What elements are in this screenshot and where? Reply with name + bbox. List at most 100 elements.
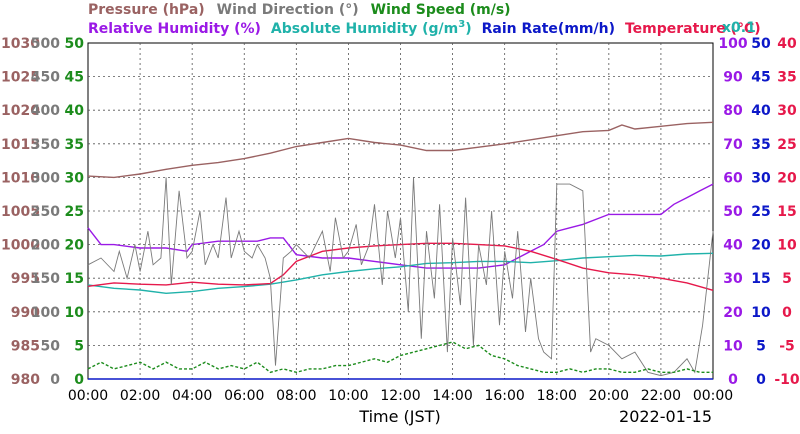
y-tick-label: 100 — [718, 36, 747, 52]
y-tick-label: 985 — [11, 338, 40, 354]
y-tick-label: 0 — [782, 305, 792, 321]
x-tick-label: 14:00 — [432, 388, 472, 404]
y-tick-label: 50 — [41, 338, 61, 354]
series-line — [87, 341, 713, 374]
x-tick-label: 00:00 — [693, 388, 733, 404]
y-tick-label: 30 — [723, 271, 743, 287]
y-tick-label: 50 — [751, 36, 771, 52]
y-tick-label: 0 — [756, 372, 766, 388]
y-tick-label: 990 — [11, 305, 40, 321]
y-tick-label: 450 — [31, 70, 60, 86]
plot-area — [87, 42, 714, 380]
y-tick-label: 40 — [751, 103, 771, 119]
y-tick-label: 1000 — [1, 238, 40, 254]
legend: Pressure (hPa) Wind Direction (°) Wind Spe… — [88, 2, 761, 37]
legend-item: Pressure (hPa) — [88, 2, 205, 18]
chart-date: 2022-01-15 — [619, 407, 712, 426]
x-tick-label: 18:00 — [537, 388, 577, 404]
y-tick-label: 40 — [65, 103, 85, 119]
y-tick-label: 350 — [31, 137, 60, 153]
x-tick-label: 22:00 — [641, 388, 681, 404]
y-tick-label: 20 — [65, 238, 85, 254]
x-tick-label: 00:00 — [68, 388, 108, 404]
series-lines — [87, 121, 714, 380]
y-tick-label: 80 — [723, 103, 743, 119]
series-line — [87, 183, 714, 269]
y-tick-label: 30 — [751, 170, 771, 186]
y-tick-label: 20 — [777, 170, 797, 186]
y-tick-label: 10 — [723, 338, 743, 354]
y-tick-label: 1020 — [1, 103, 40, 119]
y-tick-label: 50 — [65, 36, 85, 52]
y-tick-label: 1010 — [1, 170, 40, 186]
y-tick-label: -10 — [774, 372, 800, 388]
legend-item: Relative Humidity (%) — [88, 21, 261, 37]
y-tick-label: 25 — [751, 204, 770, 220]
x-axis-labels: 00:00 02:00 04:00 06:00 08:00 10:00 12:00 14:00… — [68, 388, 733, 404]
y-tick-label: 35 — [65, 137, 84, 153]
y-tick-label: 5 — [756, 338, 766, 354]
series-line — [87, 121, 714, 179]
legend-item: Wind Direction (°) — [217, 2, 359, 18]
x-tick-label: 16:00 — [484, 388, 524, 404]
y-tick-label: 10 — [65, 305, 85, 321]
x-tick-label: 12:00 — [380, 388, 420, 404]
y-tick-label: 5 — [782, 271, 792, 287]
y-tick-label: 1005 — [1, 204, 40, 220]
x-tick-label: 10:00 — [328, 388, 368, 404]
y-tick-label: 10 — [777, 238, 797, 254]
y-tick-label: 300 — [31, 170, 60, 186]
y-tick-label: 1030 — [1, 36, 40, 52]
series-line — [87, 242, 714, 291]
y-tick-label: 20 — [751, 238, 771, 254]
x-tick-label: 04:00 — [172, 388, 212, 404]
y-tick-label: 980 — [11, 372, 40, 388]
y-tick-label: 25 — [65, 204, 84, 220]
y-tick-label: 995 — [11, 271, 40, 287]
series-line — [87, 252, 714, 295]
legend-item: Wind Speed (m/s) — [371, 2, 511, 18]
y-tick-label: 500 — [31, 36, 60, 52]
y-tick-label: 35 — [777, 70, 796, 86]
y-tick-label: 5 — [74, 338, 84, 354]
y-tick-label: 45 — [751, 70, 770, 86]
y-tick-label: 15 — [751, 271, 770, 287]
y-tick-label: 15 — [777, 204, 796, 220]
legend-item: Rain Rate(mm/h) — [482, 21, 615, 37]
y-tick-label: 150 — [31, 271, 60, 287]
y-tick-label: -5 — [779, 338, 795, 354]
y-tick-label: 15 — [65, 271, 84, 287]
y-tick-label: 0 — [50, 372, 60, 388]
y-tick-label: 250 — [31, 204, 60, 220]
grid — [88, 43, 713, 379]
x-tick-label: 08:00 — [276, 388, 316, 404]
y-tick-label: 45 — [65, 70, 84, 86]
x-tick-label: 02:00 — [120, 388, 160, 404]
y-tick-label: 0 — [74, 372, 84, 388]
x-axis-title: Time (JST) — [358, 407, 440, 426]
y-tick-label: 70 — [723, 137, 743, 153]
y-tick-label: 35 — [751, 137, 770, 153]
y-tick-label: 0 — [728, 372, 738, 388]
y-tick-label: 50 — [723, 204, 743, 220]
y-tick-label: 30 — [65, 170, 85, 186]
y-tick-label: 40 — [777, 36, 797, 52]
legend-item: Absolute Humidity (g/m3) — [271, 19, 472, 37]
y-tick-label: 1015 — [1, 137, 40, 153]
y-tick-label: 25 — [777, 137, 796, 153]
x-tick-label: 06:00 — [224, 388, 264, 404]
y-tick-label: 200 — [31, 238, 60, 254]
y-tick-label: 100 — [31, 305, 60, 321]
x01-label: x0.1 — [722, 20, 756, 36]
y-tick-label: 90 — [723, 70, 743, 86]
y-tick-label: 20 — [723, 305, 743, 321]
y-tick-label: 60 — [723, 170, 743, 186]
y-tick-label: 40 — [723, 238, 743, 254]
x-tick-label: 20:00 — [589, 388, 629, 404]
y-tick-label: 10 — [751, 305, 771, 321]
y-tick-label: 30 — [777, 103, 797, 119]
y-axis-labels: 9809859909951000100510101015102010251030… — [1, 36, 800, 388]
y-tick-label: 400 — [31, 103, 60, 119]
y-tick-label: 1025 — [1, 70, 40, 86]
